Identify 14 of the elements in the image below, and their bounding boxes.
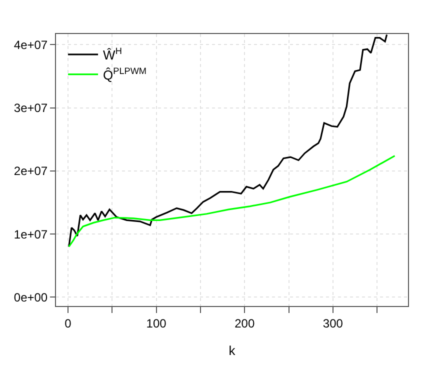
y-tick-label: 4e+07	[14, 38, 48, 52]
y-tick-label: 0e+00	[14, 290, 48, 304]
x-tick-label: 0	[64, 316, 72, 330]
y-tick-label: 1e+07	[14, 227, 48, 242]
y-tick-label: 2e+07	[14, 164, 48, 178]
legend-label: Ŵ$^{H}$	[103, 46, 122, 62]
x-tick-label: 300	[322, 316, 344, 330]
x-tick-label: 100	[146, 316, 167, 330]
x-axis-title: k	[228, 343, 236, 358]
line-series	[68, 155, 396, 248]
line-series	[68, 34, 388, 248]
x-tick-label: 200	[234, 316, 255, 330]
y-tick-label: 3e+07	[14, 101, 48, 116]
legend-label: Q̂$^{PLPWM}$	[103, 66, 147, 82]
